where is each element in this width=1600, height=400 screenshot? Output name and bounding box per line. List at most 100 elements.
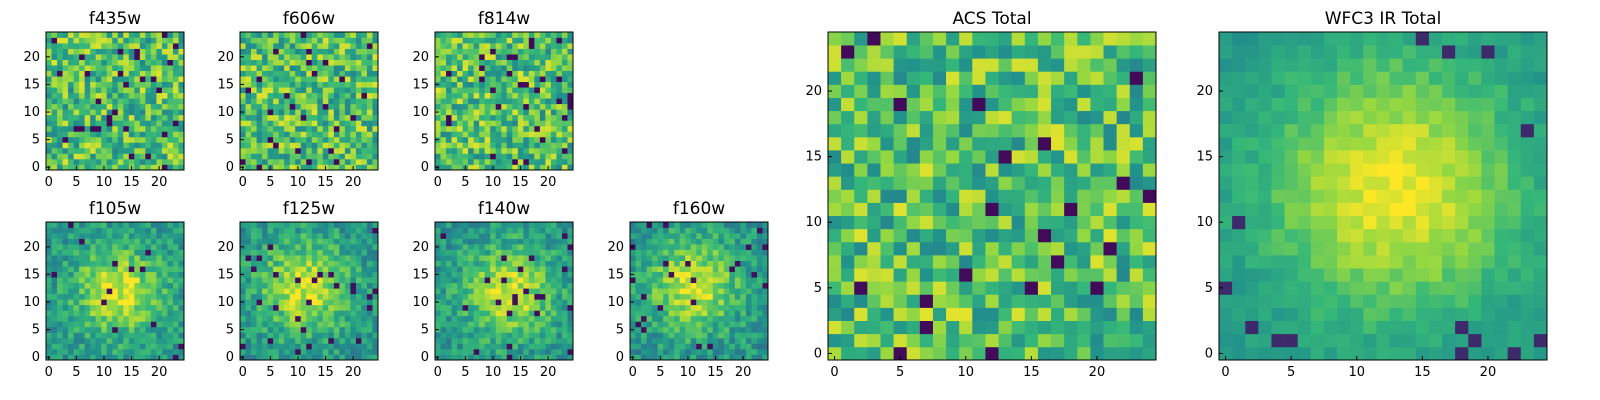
heatmap-cell: [959, 189, 973, 203]
heatmap-cell: [495, 109, 502, 116]
heatmap-cell: [512, 32, 519, 38]
heatmap-cell: [355, 37, 362, 44]
heatmap-cell: [880, 163, 894, 177]
heatmap-cell: [457, 315, 463, 322]
heatmap-cell: [1024, 163, 1039, 177]
heatmap-cell: [484, 332, 491, 339]
heatmap-cell: [366, 81, 373, 88]
heatmap-cell: [46, 92, 52, 99]
heatmap-cell: [985, 215, 999, 230]
heatmap-cell: [284, 43, 291, 49]
heatmap-cell: [451, 337, 458, 344]
heatmap-cell: [451, 48, 458, 55]
heatmap-cell: [473, 76, 480, 83]
heatmap-cell: [556, 70, 563, 77]
heatmap-cell: [985, 163, 999, 177]
heatmap-cell: [517, 76, 524, 83]
heatmap-cell: [756, 304, 763, 311]
heatmap-cell: [473, 48, 480, 55]
heatmap-cell: [95, 54, 102, 60]
heatmap-cell: [446, 103, 452, 110]
heatmap-cell: [317, 54, 324, 60]
heatmap-cell: [718, 233, 725, 239]
heatmap-cell: [62, 54, 69, 60]
heatmap-cell: [328, 255, 335, 261]
heatmap-cell: [729, 315, 736, 322]
heatmap-cell: [112, 321, 119, 328]
heatmap-cell: [139, 260, 146, 267]
heatmap-cell: [317, 337, 324, 344]
heatmap-cell: [251, 288, 257, 295]
heatmap-cell: [95, 260, 102, 267]
heatmap-cell: [361, 109, 368, 116]
heatmap-cell: [690, 249, 697, 256]
heatmap-cell: [156, 114, 163, 121]
heatmap-cell: [512, 299, 519, 306]
heatmap-cell: [167, 136, 174, 143]
heatmap-cell: [479, 48, 486, 55]
heatmap-cell: [79, 43, 85, 49]
heatmap-cell: [740, 321, 747, 328]
heatmap-cell: [646, 299, 653, 306]
heatmap-cell: [240, 142, 246, 149]
heatmap-cell: [57, 92, 63, 99]
heatmap-cell: [528, 249, 535, 256]
heatmap-cell: [300, 227, 307, 234]
heatmap-cell: [1103, 307, 1117, 321]
heatmap-cell: [317, 48, 324, 55]
heatmap-cell: [355, 310, 362, 317]
heatmap-cell: [95, 70, 102, 77]
heatmap-cell: [62, 310, 69, 317]
heatmap-cell: [134, 142, 141, 149]
heatmap-cell: [167, 227, 174, 234]
heatmap-cell: [539, 260, 546, 267]
heatmap-cell: [95, 142, 102, 149]
heatmap-cell: [106, 249, 113, 256]
heatmap-cell: [284, 109, 291, 116]
heatmap-cell: [641, 271, 647, 278]
heatmap-cell: [145, 43, 152, 49]
heatmap-cell: [317, 293, 324, 300]
heatmap-cell: [68, 131, 74, 138]
heatmap-cell: [932, 320, 947, 335]
heatmap-cell: [674, 260, 681, 267]
heatmap-cell: [240, 282, 246, 289]
heatmap-cell: [95, 98, 102, 105]
heatmap-cell: [145, 32, 152, 38]
heatmap-cell: [62, 337, 69, 344]
heatmap-cell: [740, 249, 747, 256]
heatmap-cell: [462, 271, 469, 278]
heatmap-cell: [517, 227, 524, 234]
heatmap-cell: [919, 202, 934, 217]
heatmap-cell: [167, 147, 174, 154]
heatmap-cell: [679, 255, 686, 261]
heatmap-cell: [696, 321, 703, 328]
heatmap-cell: [740, 227, 747, 234]
heatmap-cell: [740, 332, 747, 339]
heatmap-cell: [701, 266, 708, 273]
heatmap-cell: [311, 142, 318, 149]
heatmap-cell: [68, 255, 74, 261]
y-tick-label: 0: [421, 160, 429, 175]
heatmap-cell: [167, 321, 174, 328]
heatmap-cell: [178, 54, 185, 60]
heatmap-cell: [262, 131, 268, 138]
heatmap-cell: [262, 266, 268, 273]
heatmap-cell: [344, 65, 351, 71]
heatmap-cell: [495, 32, 502, 38]
heatmap-cell: [534, 54, 541, 60]
heatmap-cell: [46, 153, 52, 160]
heatmap-cell: [523, 70, 530, 77]
heatmap-cell: [534, 244, 541, 250]
heatmap-cell: [262, 147, 268, 154]
heatmap-cell: [880, 110, 894, 125]
heatmap-cell: [652, 288, 658, 295]
heatmap-cell: [101, 227, 108, 234]
heatmap-cell: [756, 277, 763, 284]
heatmap-cell: [893, 333, 908, 348]
heatmap-cell: [256, 48, 263, 55]
heatmap-cell: [523, 310, 530, 317]
heatmap-cell: [756, 260, 763, 267]
heatmap-cell: [73, 310, 80, 317]
heatmap-cell: [284, 299, 291, 306]
